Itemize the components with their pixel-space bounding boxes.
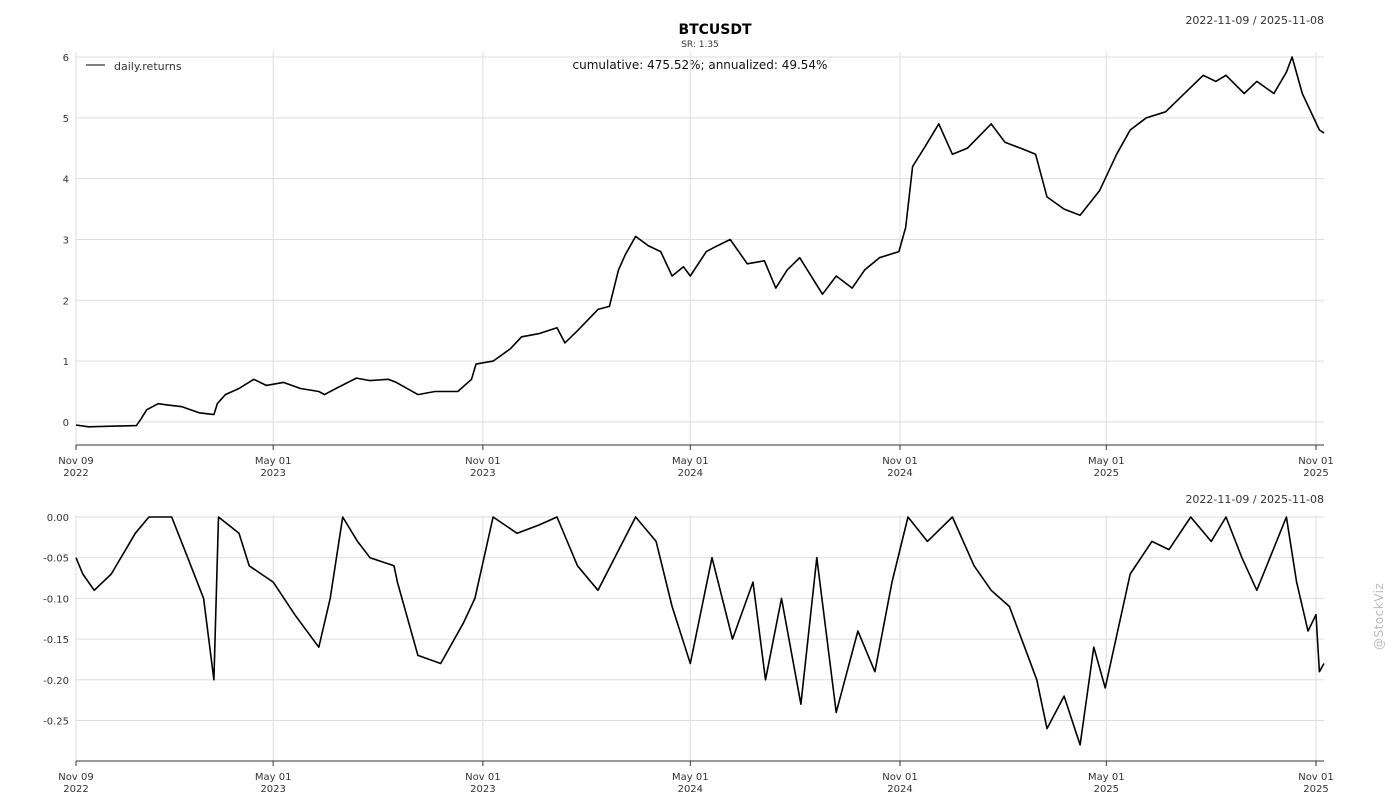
x-tick-label: Nov 09 <box>58 772 93 783</box>
y-tick-label: 0.00 <box>47 513 69 524</box>
bottom-y-tick-labels: 0.00 -0.05 -0.10 -0.15 -0.20 -0.25 <box>43 513 69 728</box>
x-tick-year: 2023 <box>260 784 285 795</box>
x-tick-year: 2025 <box>1094 468 1119 479</box>
y-tick-label: -0.05 <box>43 554 69 565</box>
y-tick-label: 3 <box>63 235 69 246</box>
x-tick-year: 2023 <box>470 468 495 479</box>
x-tick-label: May 01 <box>255 772 292 783</box>
top-date-range: 2022-11-09 / 2025-11-08 <box>1185 14 1324 27</box>
y-tick-label: 1 <box>63 357 69 368</box>
x-tick-year: 2024 <box>678 468 703 479</box>
x-tick-label: Nov 01 <box>465 456 500 467</box>
y-tick-label: 2 <box>63 296 69 307</box>
x-tick-label: Nov 01 <box>1298 772 1333 783</box>
x-tick-year: 2024 <box>887 784 912 795</box>
top-grid <box>75 52 1324 445</box>
top-chart-annotation: cumulative: 475.52%; annualized: 49.54% <box>573 58 828 72</box>
x-tick-label: Nov 01 <box>1298 456 1333 467</box>
x-tick-year: 2025 <box>1303 468 1328 479</box>
top-chart-title: BTCUSDT <box>678 22 752 38</box>
x-tick-year: 2022 <box>63 468 88 479</box>
x-tick-year: 2023 <box>260 468 285 479</box>
y-tick-label: 0 <box>63 418 69 429</box>
y-tick-label: 4 <box>63 175 69 186</box>
bottom-date-range: 2022-11-09 / 2025-11-08 <box>1185 493 1324 506</box>
legend-entry-daily-returns: daily.returns <box>114 60 182 73</box>
x-tick-label: May 01 <box>672 456 709 467</box>
watermark: @StockViz <box>1372 582 1386 650</box>
x-tick-year: 2025 <box>1094 784 1119 795</box>
y-tick-label: 5 <box>63 114 69 125</box>
bottom-grid <box>75 515 1324 761</box>
series-line-daily-returns <box>75 56 1325 428</box>
x-tick-label: May 01 <box>255 456 292 467</box>
y-tick-label: -0.15 <box>43 635 69 646</box>
x-tick-year: 2023 <box>470 784 495 795</box>
x-tick-year: 2022 <box>63 784 88 795</box>
x-tick-label: Nov 01 <box>882 456 917 467</box>
top-y-tick-labels: 0 1 2 3 4 5 6 <box>63 53 69 429</box>
series-line-drawdown <box>75 516 1325 746</box>
y-tick-label: -0.10 <box>43 594 69 605</box>
x-tick-year: 2025 <box>1303 784 1328 795</box>
x-tick-label: Nov 01 <box>465 772 500 783</box>
y-tick-label: -0.20 <box>43 676 69 687</box>
y-tick-label: 6 <box>63 53 69 64</box>
top-chart-subtitle: SR: 1.35 <box>681 40 719 50</box>
x-tick-year: 2024 <box>887 468 912 479</box>
y-tick-label: -0.25 <box>43 717 69 728</box>
x-tick-label: May 01 <box>1088 456 1125 467</box>
x-tick-label: May 01 <box>1088 772 1125 783</box>
bottom-chart: 2022-11-09 / 2025-11-08 0.00 -0.05 -0.10 -0… <box>43 493 1334 795</box>
top-chart: BTCUSDT SR: 1.35 2022-11-09 / 2025-11-08… <box>58 14 1333 479</box>
top-legend: daily.returns <box>86 60 182 73</box>
x-tick-year: 2024 <box>678 784 703 795</box>
x-tick-label: Nov 09 <box>58 456 93 467</box>
x-tick-label: May 01 <box>672 772 709 783</box>
x-tick-label: Nov 01 <box>882 772 917 783</box>
